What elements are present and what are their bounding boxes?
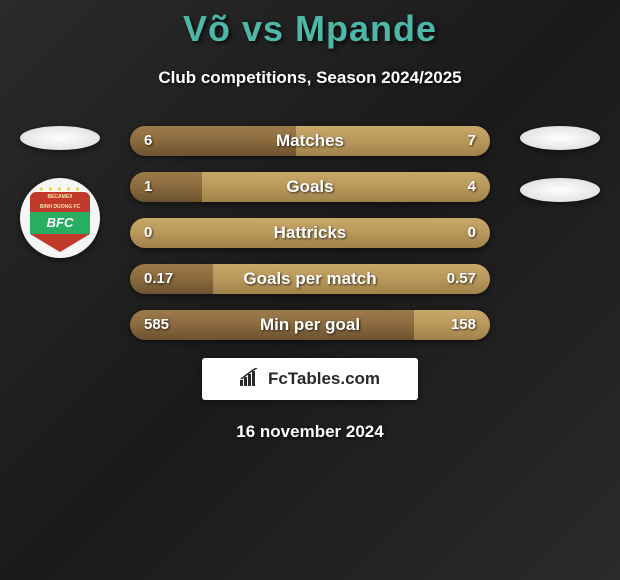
page-subtitle: Club competitions, Season 2024/2025: [0, 68, 620, 88]
crest-top-text: BECAMEX BINH DUONG FC: [30, 192, 90, 212]
stat-value-right: 158: [451, 310, 476, 340]
stat-label: Min per goal: [130, 310, 490, 340]
stat-label: Matches: [130, 126, 490, 156]
brand-chart-icon: [240, 368, 262, 391]
stat-label: Goals per match: [130, 264, 490, 294]
crest-mid-text: BFC: [30, 212, 90, 234]
stat-value-right: 0: [468, 218, 476, 248]
stat-value-right: 4: [468, 172, 476, 202]
stat-row: 0Hattricks0: [130, 218, 490, 248]
stat-row: 1Goals4: [130, 172, 490, 202]
stat-label: Hattricks: [130, 218, 490, 248]
stat-label: Goals: [130, 172, 490, 202]
brand-text: FcTables.com: [268, 369, 380, 389]
stat-row: 0.17Goals per match0.57: [130, 264, 490, 294]
crest-line1: BECAMEX: [47, 194, 72, 200]
club-right-placeholder: [520, 178, 600, 202]
crest-shield-icon: [30, 234, 90, 252]
page-title: Võ vs Mpande: [0, 0, 620, 50]
stat-row: 585Min per goal158: [130, 310, 490, 340]
player-right-avatar: [520, 126, 600, 150]
stat-value-right: 7: [468, 126, 476, 156]
brand-box[interactable]: FcTables.com: [202, 358, 418, 400]
stats-container: ★ ★ ★ ★ ★ BECAMEX BINH DUONG FC BFC 6Mat…: [0, 126, 620, 340]
stat-value-right: 0.57: [447, 264, 476, 294]
footer-date: 16 november 2024: [0, 422, 620, 442]
stat-row: 6Matches7: [130, 126, 490, 156]
crest-line2: BINH DUONG FC: [40, 204, 80, 210]
player-left-avatar: [20, 126, 100, 150]
club-left-crest: ★ ★ ★ ★ ★ BECAMEX BINH DUONG FC BFC: [20, 178, 100, 258]
